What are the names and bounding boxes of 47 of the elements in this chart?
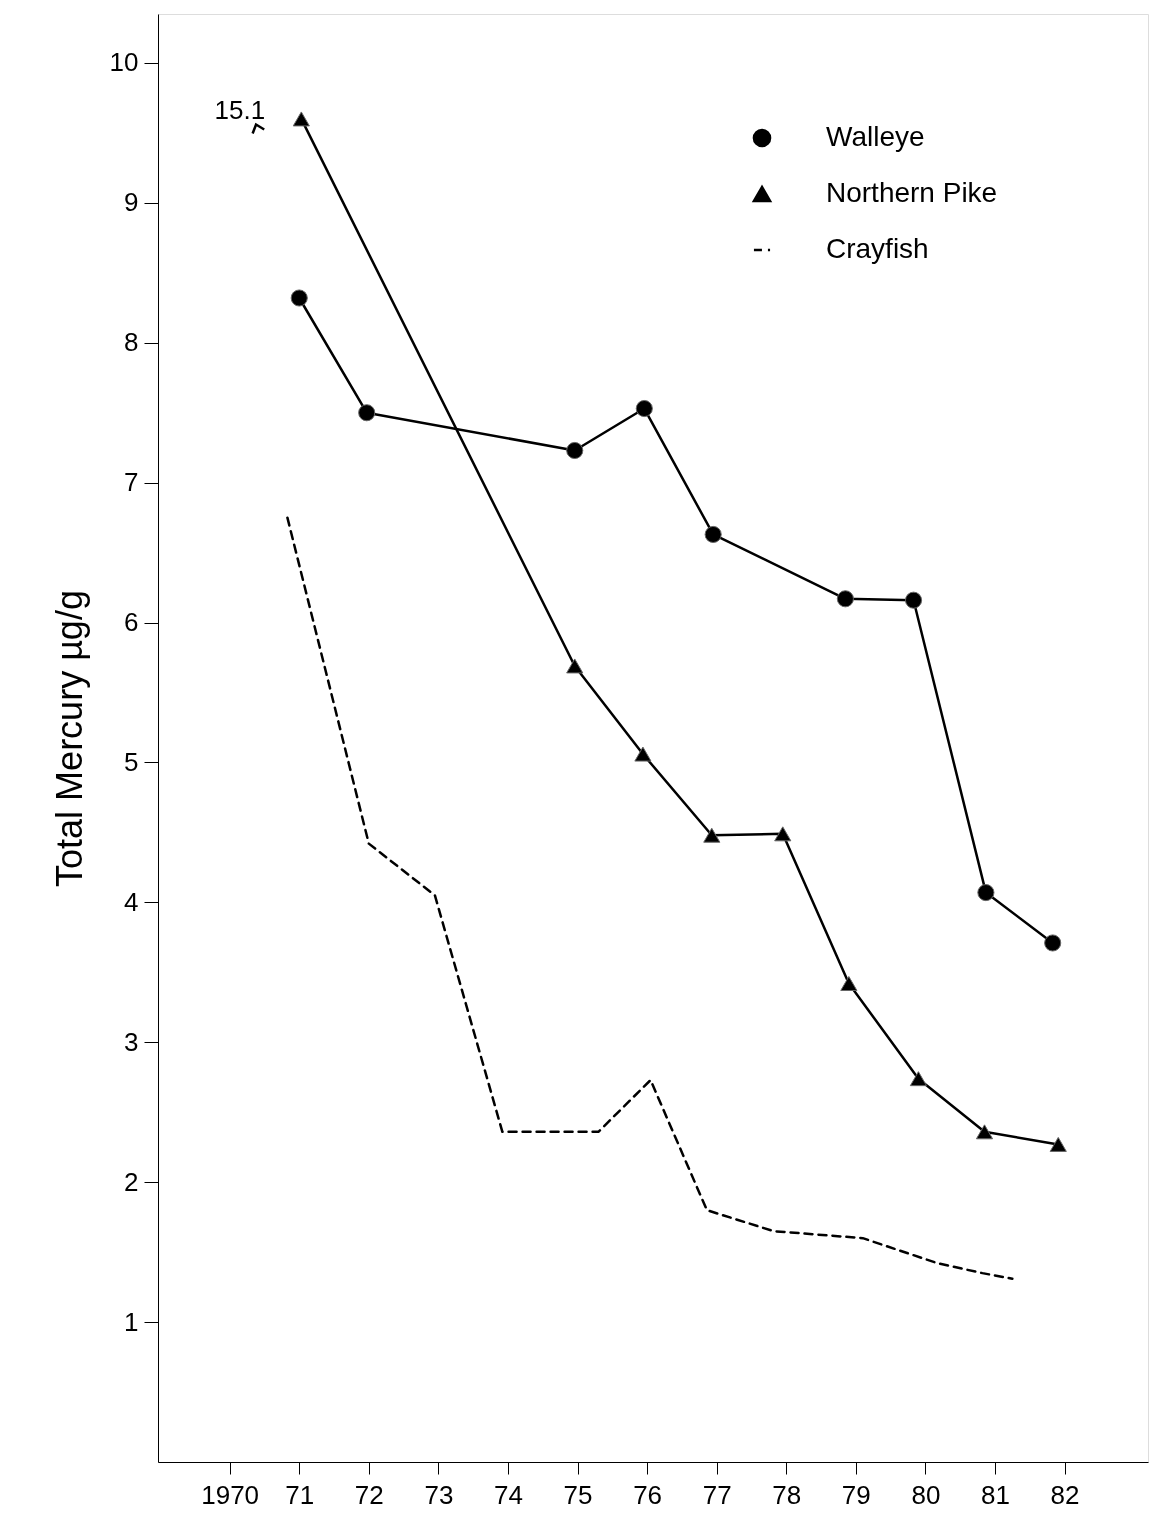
x-tick-label: 80 (911, 1479, 941, 1510)
point (292, 111, 310, 127)
point (909, 1071, 927, 1087)
point (566, 658, 584, 674)
point (566, 441, 584, 460)
y-tick-label: 9 (124, 187, 139, 218)
y-tick-label: 6 (124, 607, 139, 638)
legend-label: Northern Pike (826, 177, 998, 208)
point (704, 525, 722, 543)
point (1044, 934, 1062, 952)
point (774, 826, 792, 842)
point (290, 289, 308, 307)
annotation: 15.1 (214, 95, 266, 125)
y-tick-label: 10 (109, 47, 139, 78)
x-tick-label: 72 (354, 1479, 384, 1510)
x-tick-label: 1970 (201, 1479, 260, 1510)
point (904, 591, 923, 609)
x-tick-label: 81 (980, 1479, 1010, 1510)
legend-label: Walleye (826, 121, 925, 152)
x-tick-label: 79 (841, 1479, 871, 1510)
legend-label: Crayfish (826, 233, 929, 264)
x-tick-label: 78 (772, 1479, 802, 1510)
x-tick-label: 73 (424, 1479, 454, 1510)
point (703, 827, 721, 843)
y-tick-label: 7 (124, 467, 139, 498)
x-tick-label: 82 (1050, 1479, 1080, 1510)
point (634, 746, 652, 762)
x-tick-label: 71 (285, 1479, 315, 1510)
y-tick-label: 4 (124, 886, 139, 917)
x-tick-label: 75 (563, 1479, 593, 1510)
point (358, 404, 376, 422)
point (836, 590, 854, 608)
y-tick-label: 1 (124, 1306, 139, 1337)
y-tick-label: 2 (124, 1166, 139, 1197)
point (635, 399, 653, 418)
y-tick-label: 5 (124, 746, 139, 777)
x-tick-label: 74 (493, 1479, 523, 1510)
x-tick-label: 77 (702, 1479, 732, 1510)
y-tick-label: 3 (124, 1026, 139, 1057)
point (975, 1124, 994, 1140)
y-axis-title: Total Mercury µg/g (48, 590, 90, 887)
point (840, 976, 858, 992)
line-series (286, 516, 1014, 1280)
x-tick-label: 76 (633, 1479, 663, 1510)
y-tick-label: 8 (124, 327, 139, 358)
point (977, 884, 995, 902)
point (1049, 1136, 1067, 1152)
